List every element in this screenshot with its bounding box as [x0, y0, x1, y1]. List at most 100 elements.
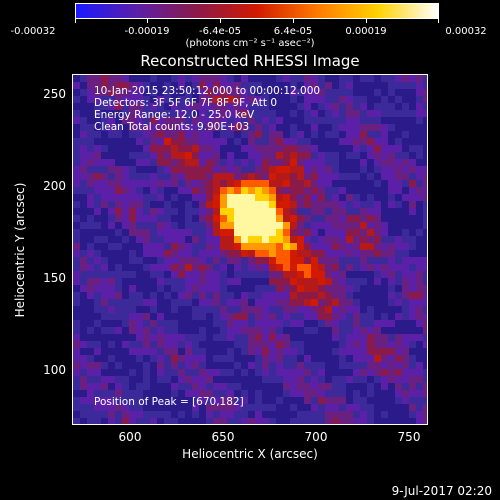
map-pixel: [311, 320, 318, 327]
map-pixel: [388, 75, 395, 82]
map-pixel: [220, 313, 227, 320]
map-pixel: [269, 89, 276, 96]
map-pixel: [87, 82, 94, 89]
map-pixel: [129, 82, 136, 89]
map-pixel: [423, 222, 427, 229]
map-pixel: [206, 166, 213, 173]
map-pixel: [388, 327, 395, 334]
map-pixel: [87, 117, 94, 124]
map-pixel: [290, 152, 297, 159]
map-pixel: [185, 362, 192, 369]
map-pixel: [367, 89, 374, 96]
map-pixel: [367, 173, 374, 180]
map-pixel: [150, 369, 157, 376]
map-pixel: [248, 89, 255, 96]
map-pixel: [255, 278, 262, 285]
map-pixel: [94, 124, 101, 131]
map-pixel: [325, 390, 332, 397]
map-pixel: [255, 397, 262, 404]
map-pixel: [290, 327, 297, 334]
map-pixel: [290, 229, 297, 236]
map-pixel: [157, 152, 164, 159]
map-pixel: [178, 243, 185, 250]
map-pixel: [94, 166, 101, 173]
map-pixel: [276, 250, 283, 257]
map-pixel: [290, 180, 297, 187]
map-pixel: [360, 271, 367, 278]
map-pixel: [220, 194, 227, 201]
map-pixel: [353, 201, 360, 208]
map-pixel: [402, 285, 409, 292]
map-pixel: [136, 173, 143, 180]
map-pixel: [164, 82, 171, 89]
map-pixel: [416, 117, 423, 124]
map-pixel: [192, 376, 199, 383]
map-pixel: [262, 313, 269, 320]
map-pixel: [269, 292, 276, 299]
map-pixel: [332, 152, 339, 159]
map-pixel: [388, 173, 395, 180]
map-pixel: [248, 166, 255, 173]
map-pixel: [185, 383, 192, 390]
map-pixel: [360, 138, 367, 145]
map-pixel: [80, 243, 87, 250]
map-pixel: [360, 82, 367, 89]
map-pixel: [262, 117, 269, 124]
map-pixel: [409, 348, 416, 355]
map-pixel: [339, 229, 346, 236]
map-pixel: [136, 404, 143, 411]
map-pixel: [115, 117, 122, 124]
map-pixel: [374, 236, 381, 243]
map-pixel: [409, 313, 416, 320]
map-pixel: [276, 229, 283, 236]
map-pixel: [129, 138, 136, 145]
map-pixel: [255, 194, 262, 201]
map-pixel: [346, 159, 353, 166]
map-pixel: [87, 124, 94, 131]
map-pixel: [290, 341, 297, 348]
map-pixel: [297, 257, 304, 264]
colorbar-tick-label: 0.00032: [445, 26, 487, 37]
map-pixel: [269, 208, 276, 215]
map-pixel: [213, 152, 220, 159]
map-pixel: [304, 131, 311, 138]
map-pixel: [220, 124, 227, 131]
map-pixel: [129, 215, 136, 222]
map-pixel: [178, 355, 185, 362]
map-pixel: [122, 306, 129, 313]
map-pixel: [339, 145, 346, 152]
map-pixel: [199, 271, 206, 278]
map-pixel: [353, 383, 360, 390]
map-pixel: [101, 145, 108, 152]
map-pixel: [416, 348, 423, 355]
map-pixel: [255, 236, 262, 243]
map-pixel: [283, 341, 290, 348]
map-pixel: [227, 264, 234, 271]
map-pixel: [346, 397, 353, 404]
map-pixel: [199, 334, 206, 341]
map-pixel: [283, 355, 290, 362]
map-pixel: [318, 222, 325, 229]
map-pixel: [388, 152, 395, 159]
map-pixel: [234, 341, 241, 348]
map-pixel: [353, 138, 360, 145]
map-pixel: [402, 124, 409, 131]
map-pixel: [178, 411, 185, 418]
map-pixel: [374, 257, 381, 264]
map-pixel: [73, 180, 80, 187]
map-pixel: [367, 131, 374, 138]
map-pixel: [185, 243, 192, 250]
map-pixel: [381, 299, 388, 306]
map-pixel: [290, 355, 297, 362]
map-pixel: [402, 75, 409, 82]
map-pixel: [213, 355, 220, 362]
map-pixel: [115, 96, 122, 103]
map-pixel: [318, 369, 325, 376]
map-pixel: [129, 145, 136, 152]
map-pixel: [213, 369, 220, 376]
map-pixel: [339, 131, 346, 138]
map-pixel: [283, 159, 290, 166]
map-pixel: [409, 411, 416, 418]
map-pixel: [311, 180, 318, 187]
map-pixel: [206, 299, 213, 306]
